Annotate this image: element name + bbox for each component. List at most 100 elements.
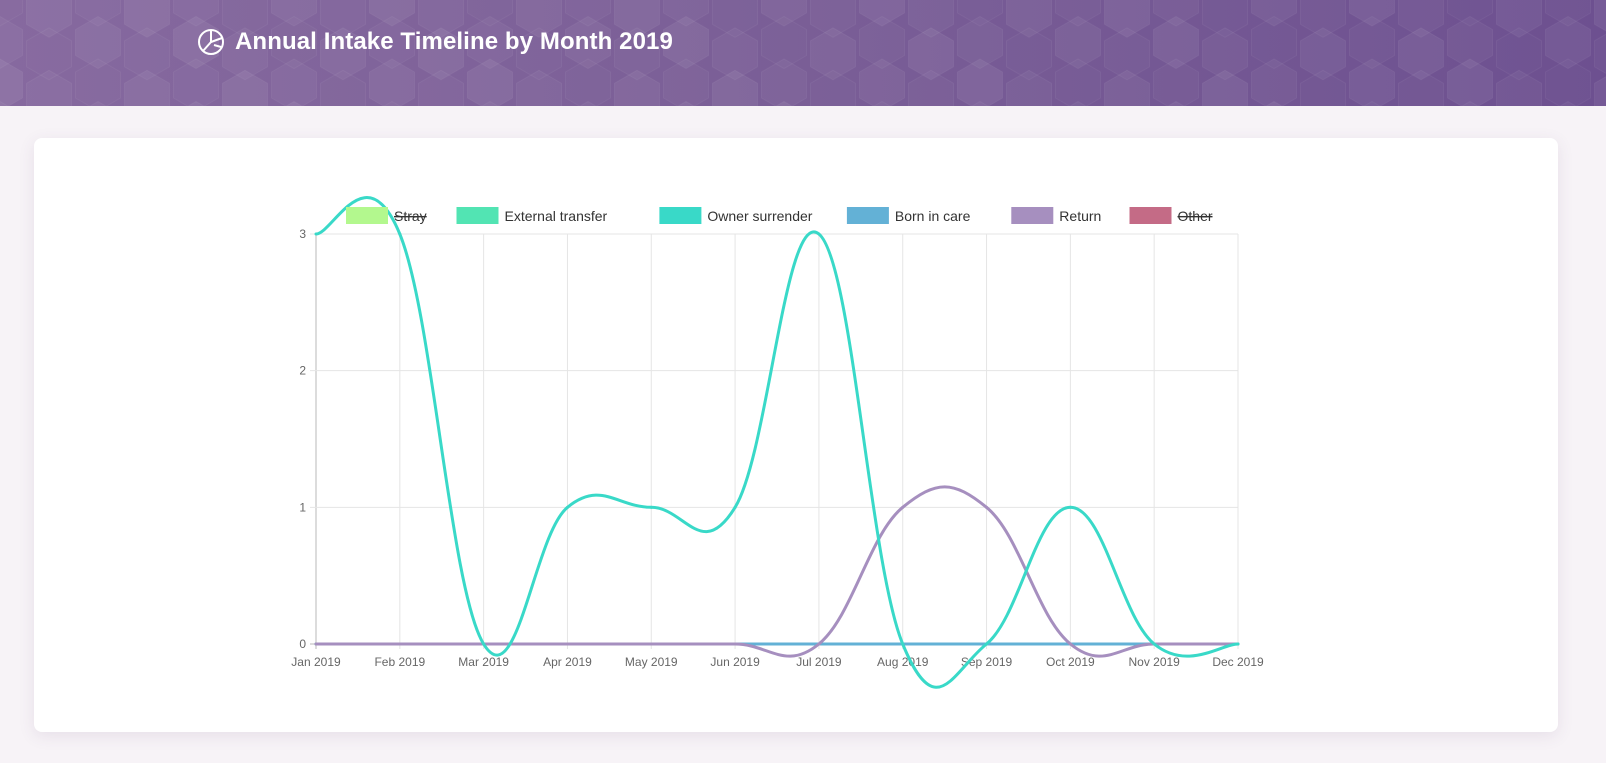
header-hexagon: [1006, 0, 1052, 38]
header-hexagon: [1300, 27, 1346, 81]
x-tick-label: Jul 2019: [796, 655, 842, 669]
header-hexagon: [26, 0, 72, 38]
legend-swatch: [1129, 207, 1172, 224]
header-hexagon: [187, 100, 205, 106]
data-point-return: [901, 505, 905, 509]
header-hexagon: [75, 15, 121, 70]
legend-item-external-transfer[interactable]: External transfer: [456, 207, 608, 224]
data-point-owner-surrender: [314, 232, 318, 236]
header-hexagon: [271, 58, 317, 106]
header-hexagon: [1006, 27, 1052, 81]
header-hexagon: [663, 15, 709, 70]
header-hexagon: [712, 27, 758, 81]
header-hexagon: [320, 69, 366, 106]
page-title: Annual Intake Timeline by Month 2019: [235, 28, 673, 55]
header-hexagon: [1202, 27, 1248, 81]
legend-label: Other: [1178, 208, 1213, 224]
series-line-owner-surrender: [315, 196, 1239, 689]
x-tick-label: Sep 2019: [961, 655, 1013, 669]
header-hexagon: [1202, 0, 1248, 38]
header-hexagon: [1349, 15, 1395, 70]
legend-swatch: [846, 207, 889, 224]
header-hexagon: [1545, 58, 1591, 106]
x-tick-label: Oct 2019: [1046, 655, 1095, 669]
header-hexagon: [761, 58, 807, 106]
x-tick-label: May 2019: [625, 655, 678, 669]
header-hexagon: [1104, 0, 1150, 38]
header-hexagon: [565, 58, 611, 106]
legend-item-stray[interactable]: Stray: [346, 207, 427, 224]
header-hexagon: [271, 15, 317, 70]
page-header: Annual Intake Timeline by Month 2019: [0, 0, 1606, 106]
header-hexagon: [285, 100, 303, 106]
header-hexagon: [1153, 0, 1199, 27]
chart-grid: [310, 233, 1239, 649]
header-hexagon: [712, 0, 758, 38]
legend-item-other[interactable]: Other: [1129, 207, 1213, 224]
header-hexagon: [173, 0, 219, 27]
header-hexagon: [516, 0, 562, 38]
data-point-return: [817, 642, 821, 646]
header-hexagon: [908, 27, 954, 81]
x-tick-label: Feb 2019: [374, 655, 425, 669]
legend-label: Owner surrender: [707, 208, 812, 224]
header-hexagon: [418, 69, 464, 106]
x-tick-label: Nov 2019: [1128, 655, 1180, 669]
header-hexagon: [1594, 76, 1606, 106]
header-hexagon: [1202, 69, 1248, 106]
header-hexagon: [677, 100, 695, 106]
header-hexagon: [957, 15, 1003, 70]
legend-item-return[interactable]: Return: [1011, 207, 1101, 224]
header-hexagon: [1265, 100, 1283, 106]
data-point-owner-surrender: [565, 505, 569, 509]
series-line-return: [316, 485, 1238, 658]
header-hexagon: [1398, 0, 1444, 38]
header-hexagon: [1496, 69, 1542, 106]
header-hexagon: [467, 15, 513, 70]
legend-label: Born in care: [895, 208, 971, 224]
legend-item-born-in-care[interactable]: Born in care: [846, 207, 971, 224]
header-title-group: Annual Intake Timeline by Month 2019: [197, 28, 673, 56]
header-hexagon: [957, 58, 1003, 106]
legend-swatch: [456, 207, 499, 224]
header-hexagon: [1006, 69, 1052, 106]
legend-item-owner-surrender[interactable]: Owner surrender: [659, 207, 813, 224]
header-hexagon: [418, 0, 464, 38]
header-hexagon: [0, 58, 23, 106]
header-hexagon: [369, 58, 415, 106]
header-hexagon: [908, 0, 954, 38]
header-hexagon: [1251, 0, 1297, 27]
header-hexagon: [1398, 27, 1444, 81]
header-hexagon: [1447, 15, 1493, 70]
header-hexagon: [579, 100, 597, 106]
header-hexagon: [859, 15, 905, 70]
header-hexagon: [1594, 33, 1606, 75]
data-point-owner-surrender: [1236, 642, 1240, 646]
header-hexagon: [1251, 58, 1297, 106]
header-hexagon: [614, 0, 660, 38]
x-tick-label: Jun 2019: [710, 655, 760, 669]
header-hexagon: [859, 58, 905, 106]
data-point-return: [398, 642, 402, 646]
x-tick-label: Mar 2019: [458, 655, 509, 669]
header-hexagon: [1055, 0, 1101, 27]
header-hexagon: [1104, 69, 1150, 106]
legend-swatch: [346, 207, 388, 224]
header-hexagon: [1069, 100, 1087, 106]
header-hexagon: [1398, 69, 1444, 106]
header-hexagon: [369, 15, 415, 70]
y-tick-label: 1: [299, 500, 306, 514]
header-hexagon: [124, 27, 170, 81]
header-hexagon: [124, 0, 170, 38]
header-hexagon: [761, 15, 807, 70]
header-hexagon: [26, 69, 72, 106]
data-point-owner-surrender: [985, 642, 989, 646]
header-hexagon: [1594, 0, 1606, 32]
header-hexagon: [810, 69, 856, 106]
header-hexagon: [1153, 58, 1199, 106]
data-point-owner-surrender: [649, 505, 653, 509]
y-tick-label: 0: [299, 637, 306, 651]
header-hexagon: [0, 15, 23, 70]
data-point-return: [565, 642, 569, 646]
header-hexagon: [467, 0, 513, 27]
